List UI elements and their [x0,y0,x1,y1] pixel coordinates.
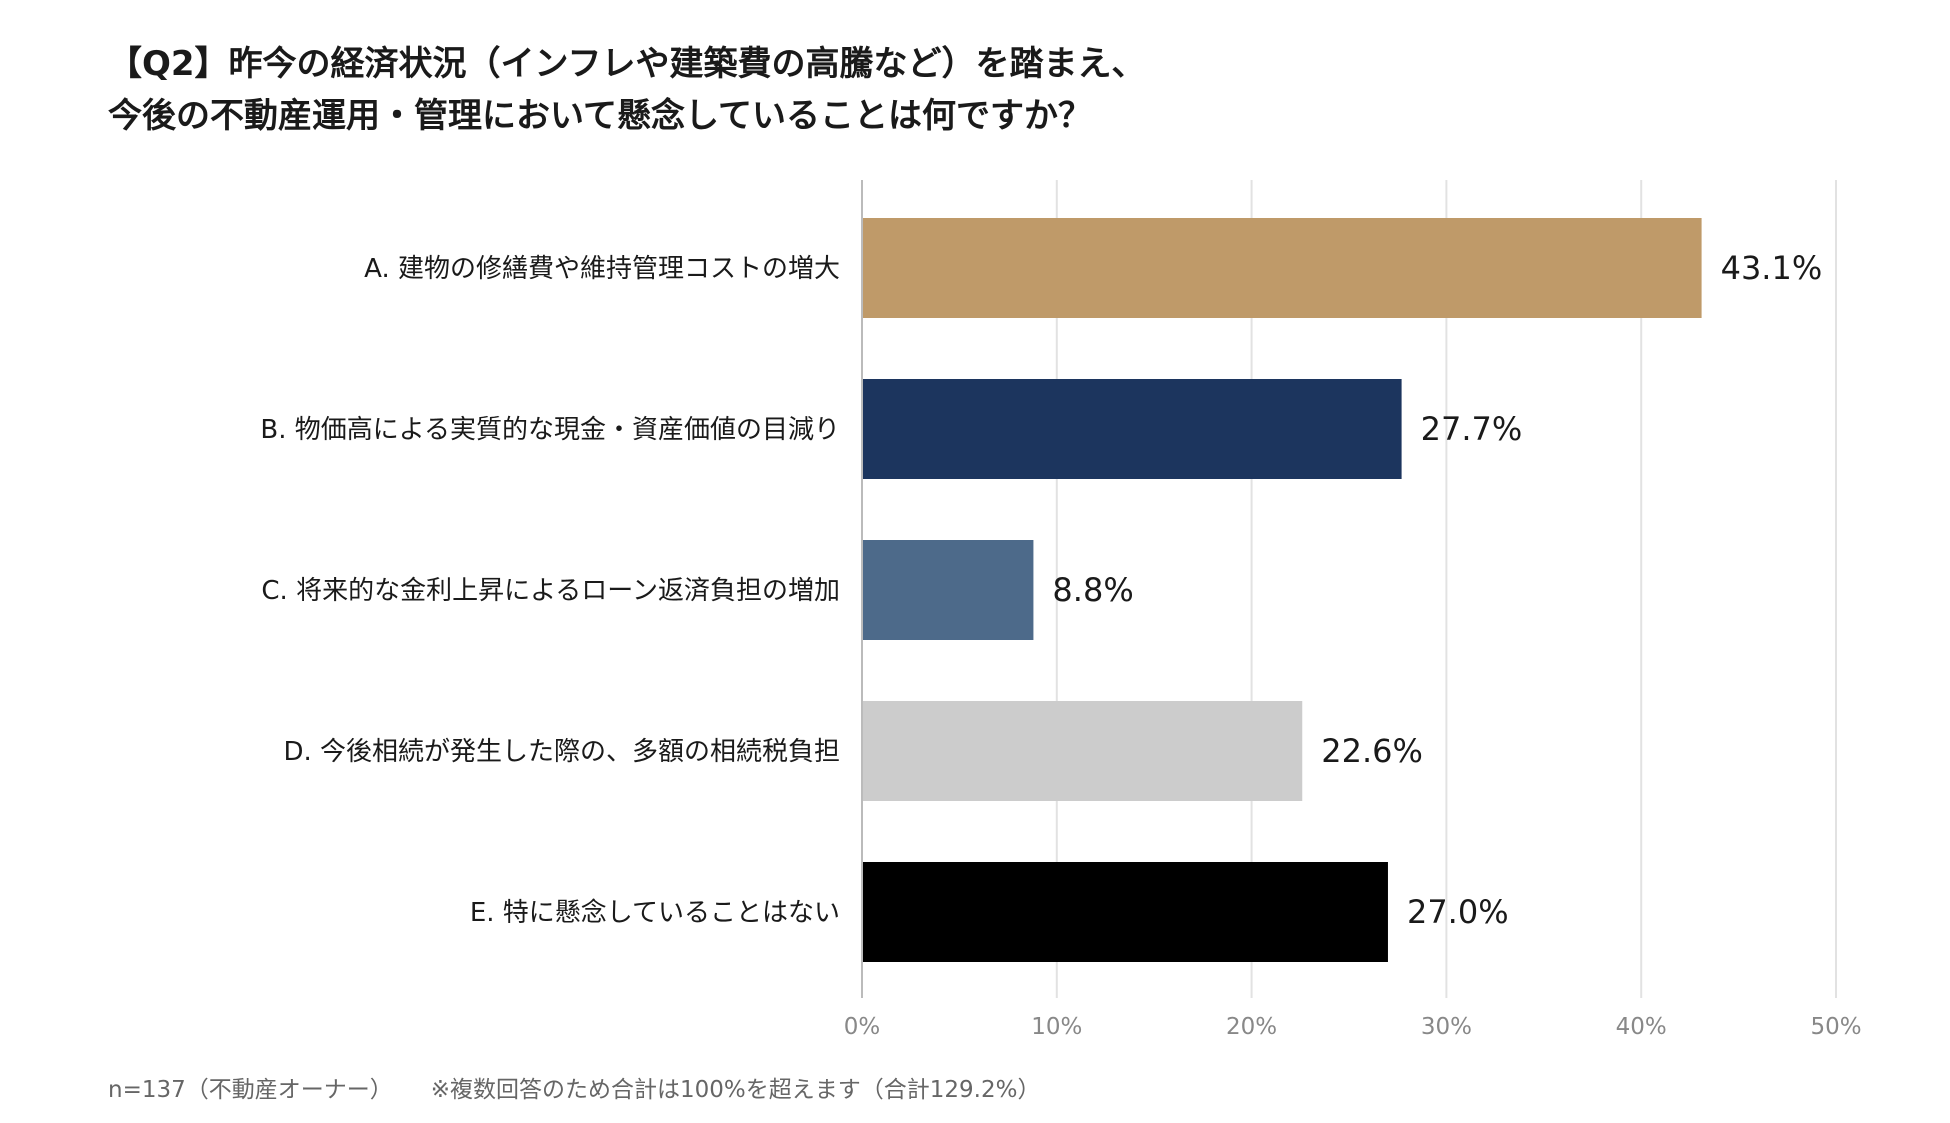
chart-title: 【Q2】昨今の経済状況（インフレや建築費の高騰など）を踏まえ、 今後の不動産運用… [108,38,1508,142]
data-label: 27.7% [1421,410,1523,448]
category-label: A. 建物の修繕費や維持管理コストの増大 [364,254,840,284]
bar [862,701,1303,801]
category-label: B. 物価高による実質的な現金・資産価値の目減り [260,415,840,445]
category-label: E. 特に懸念していることはない [470,898,840,928]
x-tick-label: 10% [1031,1014,1082,1040]
bar [862,379,1402,479]
x-tick-label: 40% [1616,1014,1667,1040]
bar [862,218,1702,318]
x-tick-label: 0% [844,1014,881,1040]
title-line-2: 今後の不動産運用・管理において懸念していることは何ですか？ [108,96,1092,136]
data-label: 27.0% [1407,893,1509,931]
multiple-answer-note: ※複数回答のため合計は100%を超えます（合計129.2%） [430,1077,1041,1103]
category-label: D. 今後相続が発生した際の、多額の相続税負担 [283,737,840,767]
data-label: 22.6% [1321,732,1423,770]
bar [862,862,1388,962]
category-label: C. 将来的な金利上昇によるローン返済負担の増加 [261,576,840,606]
data-label: 8.8% [1052,571,1133,609]
x-axis-ticks: 0% 10% 20% 30% 40% 50% [844,1014,1862,1040]
data-label: 43.1% [1721,249,1823,287]
footnote: n=137（不動産オーナー） ※複数回答のため合計は100%を超えます（合計129… [108,1070,1040,1104]
value-labels: 43.1% 27.7% 8.8% 22.6% 27.0% [1052,249,1822,931]
x-tick-label: 20% [1226,1014,1277,1040]
x-tick-label: 50% [1810,1014,1861,1040]
bars [862,218,1702,962]
x-tick-label: 30% [1421,1014,1472,1040]
title-line-1: 【Q2】昨今の経済状況（インフレや建築費の高騰など）を踏まえ、 [108,44,1146,84]
bar [862,540,1034,640]
category-labels: A. 建物の修繕費や維持管理コストの増大 B. 物価高による実質的な現金・資産価値… [260,254,840,928]
sample-size-note: n=137（不動産オーナー） [108,1077,393,1103]
